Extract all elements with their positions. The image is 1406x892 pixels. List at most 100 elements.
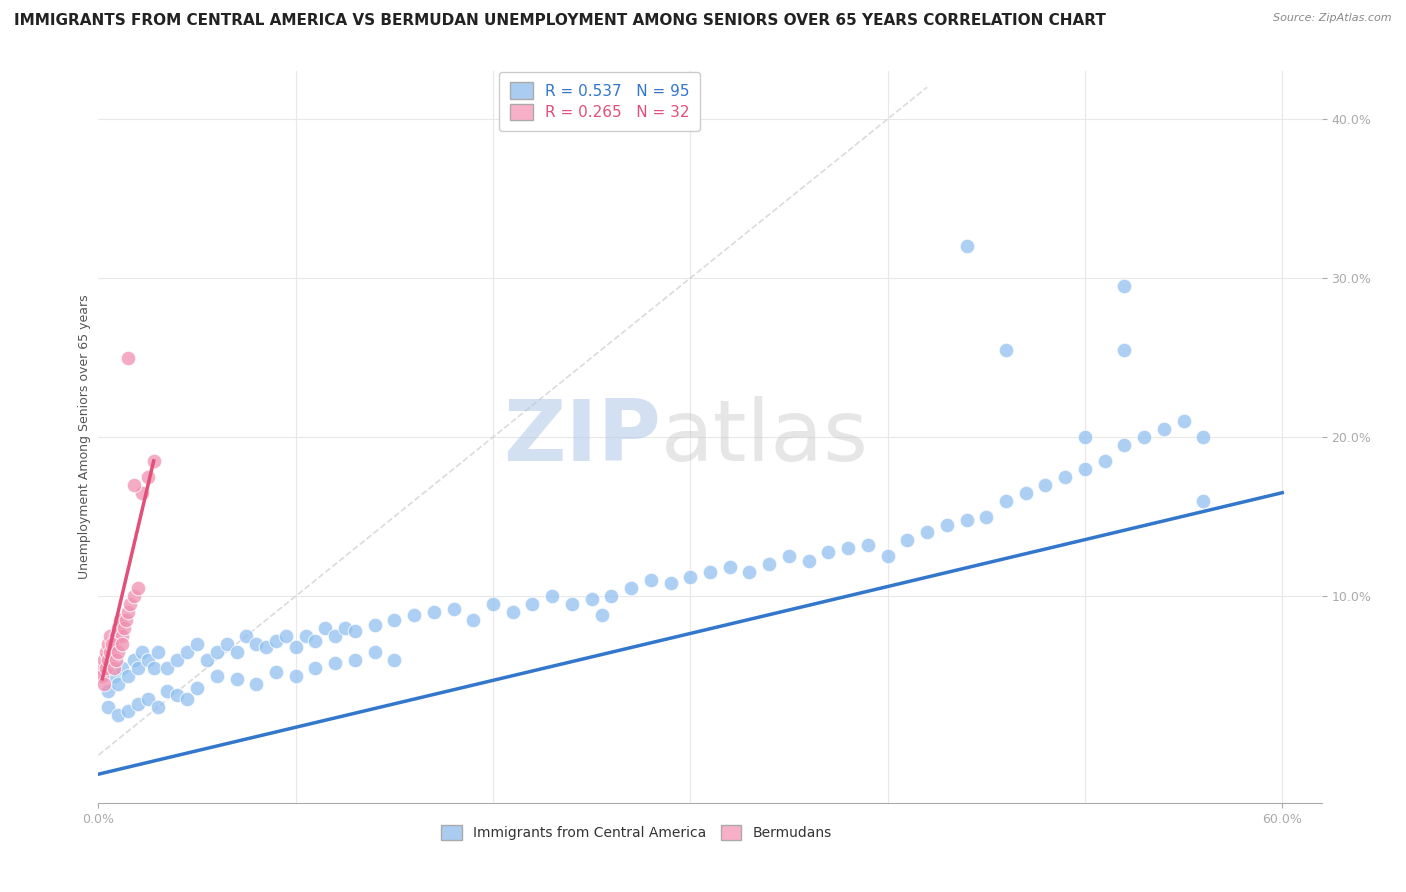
Point — [101, 645, 124, 659]
Point — [97, 637, 120, 651]
Point — [797, 554, 820, 568]
Point — [323, 656, 346, 670]
Point — [111, 660, 134, 674]
Point — [284, 668, 307, 682]
Point — [640, 573, 662, 587]
Point — [502, 605, 524, 619]
Point — [117, 668, 139, 682]
Point — [600, 589, 623, 603]
Point — [1173, 414, 1195, 428]
Point — [115, 613, 138, 627]
Point — [896, 533, 918, 548]
Point — [127, 697, 149, 711]
Point — [107, 645, 129, 659]
Point — [107, 621, 129, 635]
Point — [1094, 454, 1116, 468]
Point — [264, 665, 287, 680]
Point — [186, 637, 208, 651]
Text: IMMIGRANTS FROM CENTRAL AMERICA VS BERMUDAN UNEMPLOYMENT AMONG SENIORS OVER 65 Y: IMMIGRANTS FROM CENTRAL AMERICA VS BERMU… — [14, 13, 1107, 29]
Text: ZIP: ZIP — [503, 395, 661, 479]
Point — [363, 645, 385, 659]
Point — [146, 700, 169, 714]
Point — [264, 633, 287, 648]
Point — [103, 637, 125, 651]
Point — [105, 629, 128, 643]
Point — [363, 617, 385, 632]
Point — [304, 633, 326, 648]
Point — [443, 602, 465, 616]
Point — [738, 566, 761, 580]
Point — [122, 477, 145, 491]
Point — [620, 581, 643, 595]
Point — [195, 653, 218, 667]
Point — [98, 645, 121, 659]
Point — [205, 645, 228, 659]
Point — [205, 668, 228, 682]
Point — [935, 517, 957, 532]
Legend: Immigrants from Central America, Bermudans: Immigrants from Central America, Bermuda… — [434, 818, 839, 847]
Point — [235, 629, 257, 643]
Point — [225, 672, 247, 686]
Point — [423, 605, 446, 619]
Point — [404, 608, 426, 623]
Point — [1133, 430, 1156, 444]
Point — [1114, 343, 1136, 357]
Point — [103, 660, 125, 674]
Point — [97, 700, 120, 714]
Point — [274, 629, 297, 643]
Point — [876, 549, 898, 564]
Point — [994, 493, 1017, 508]
Point — [103, 668, 125, 682]
Point — [915, 525, 938, 540]
Point — [522, 597, 544, 611]
Point — [166, 653, 188, 667]
Point — [131, 485, 153, 500]
Point — [994, 343, 1017, 357]
Point — [142, 660, 165, 674]
Point — [112, 621, 135, 635]
Point — [284, 640, 307, 654]
Point — [117, 704, 139, 718]
Point — [254, 640, 277, 654]
Point — [131, 645, 153, 659]
Point — [107, 708, 129, 723]
Point — [176, 645, 198, 659]
Point — [343, 653, 366, 667]
Point — [591, 608, 613, 623]
Point — [186, 681, 208, 696]
Point — [122, 653, 145, 667]
Point — [1192, 430, 1215, 444]
Point — [118, 597, 141, 611]
Point — [955, 239, 977, 253]
Point — [93, 653, 115, 667]
Point — [382, 653, 405, 667]
Point — [333, 621, 356, 635]
Point — [108, 613, 131, 627]
Point — [146, 645, 169, 659]
Point — [1153, 422, 1175, 436]
Point — [97, 653, 120, 667]
Point — [117, 351, 139, 365]
Point — [245, 676, 267, 690]
Point — [817, 544, 839, 558]
Point — [215, 637, 238, 651]
Point — [758, 558, 780, 572]
Point — [122, 589, 145, 603]
Point — [97, 684, 120, 698]
Point — [156, 660, 179, 674]
Point — [127, 581, 149, 595]
Point — [176, 692, 198, 706]
Text: Source: ZipAtlas.com: Source: ZipAtlas.com — [1274, 13, 1392, 23]
Point — [225, 645, 247, 659]
Point — [343, 624, 366, 638]
Point — [561, 597, 583, 611]
Point — [778, 549, 800, 564]
Point — [1114, 279, 1136, 293]
Point — [93, 676, 115, 690]
Point — [581, 592, 603, 607]
Point — [659, 576, 682, 591]
Point — [245, 637, 267, 651]
Point — [699, 566, 721, 580]
Point — [974, 509, 997, 524]
Point — [101, 637, 124, 651]
